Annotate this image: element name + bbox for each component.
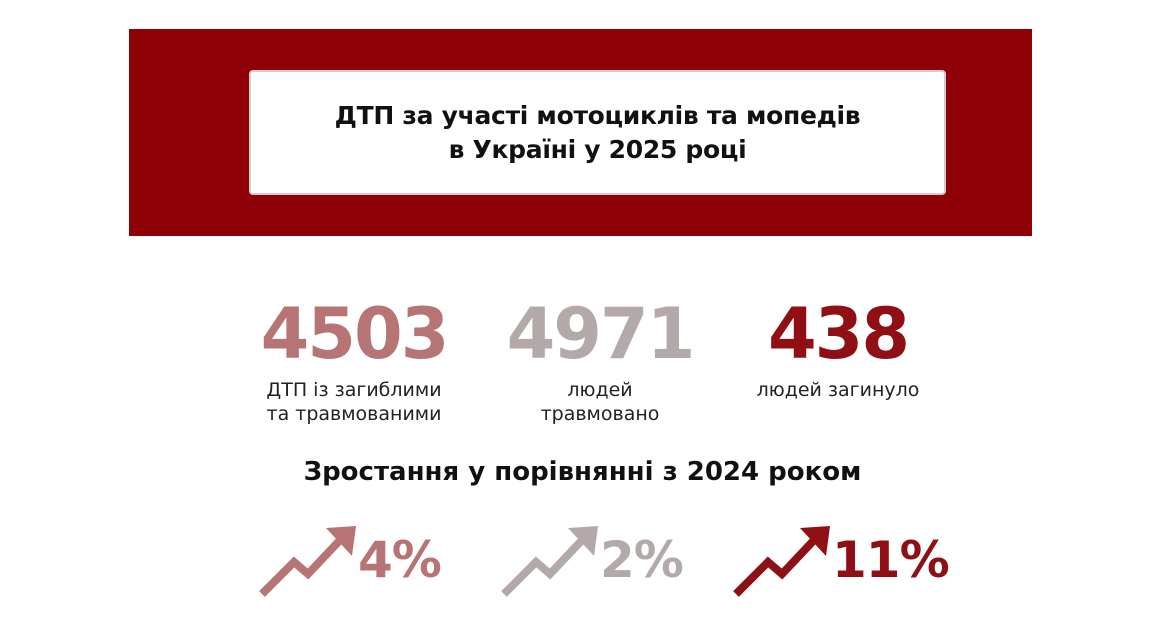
trend-up-arrow-icon xyxy=(501,526,598,597)
stat-injured-label-2: травмовано xyxy=(540,403,660,425)
stat-accidents-value: 4503 xyxy=(260,293,450,375)
title-box: ДТП за участі мотоциклів та мопедів в Ук… xyxy=(249,70,946,195)
growth-accidents-value: 4% xyxy=(358,531,442,589)
stat-killed-value: 438 xyxy=(767,293,910,375)
growth-item-injured: 2% xyxy=(498,515,684,605)
stat-accidents-label-1: ДТП із загиблими xyxy=(266,379,442,401)
growth-injured-value: 2% xyxy=(600,531,684,589)
stat-accidents: 4503 ДТП із загиблими та травмованими xyxy=(224,292,484,426)
trend-up-arrow-icon xyxy=(733,526,830,597)
growth-section-title: Зростання у порівнянні з 2024 роком xyxy=(303,457,862,487)
page-title-line-2: в Україні у 2025 році xyxy=(448,134,747,164)
stat-injured: 4971 людей травмовано xyxy=(470,292,730,426)
stat-injured-label-1: людей xyxy=(567,379,633,401)
stat-killed: 438 людей загинуло xyxy=(708,292,968,402)
trend-up-arrow-icon xyxy=(259,526,356,597)
growth-killed-value: 11% xyxy=(832,531,950,589)
page-title-line-1: ДТП за участі мотоциклів та мопедів xyxy=(334,100,861,130)
stat-killed-label-1: людей загинуло xyxy=(756,379,920,401)
stat-accidents-label-2: та травмованими xyxy=(266,403,442,425)
growth-item-accidents: 4% xyxy=(256,515,442,605)
stat-injured-value: 4971 xyxy=(506,293,696,375)
growth-item-killed: 11% xyxy=(730,515,950,605)
